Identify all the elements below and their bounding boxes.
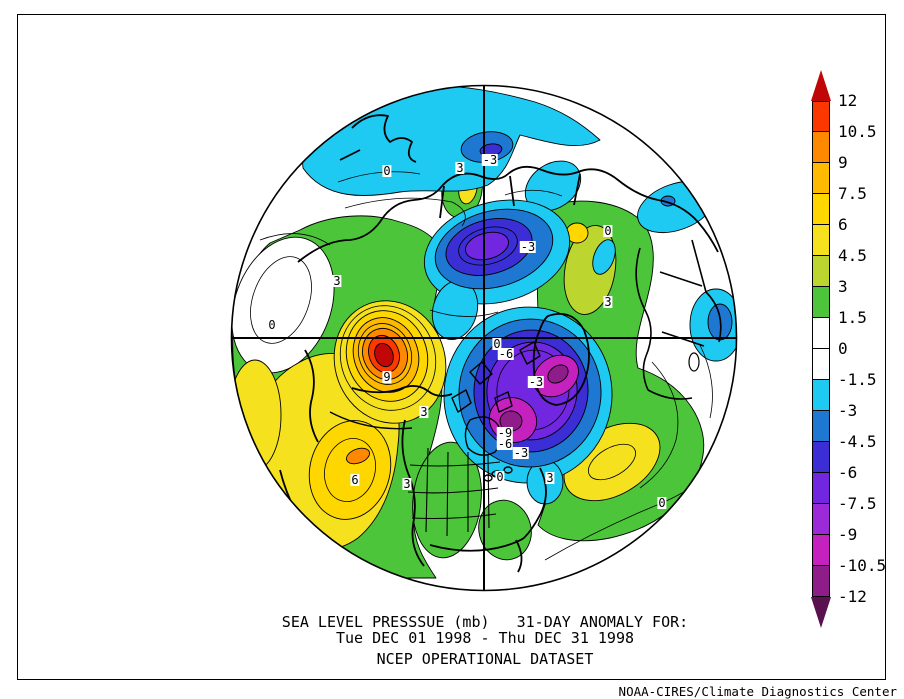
colorbar-arrow-down (811, 597, 831, 628)
contour-label: 0 (657, 496, 667, 510)
positive-bullseye-alaska (333, 300, 447, 424)
contour-label: 0 (492, 337, 502, 351)
contour-label: 0 (603, 224, 613, 238)
us-state-borders (407, 447, 501, 537)
colorbar-segment (812, 287, 830, 318)
colorbar-tick-label: -1.5 (838, 370, 877, 389)
colorbar-tick-label: 10.5 (838, 122, 877, 141)
contour-label: -3 (512, 446, 530, 460)
colorbar-segment (812, 504, 830, 535)
colorbar-segment (812, 318, 830, 349)
colorbar-segment (812, 349, 830, 380)
colorbar-tick-label: -6 (838, 463, 858, 482)
credit-text: NOAA-CIRES/Climate Diagnostics Center (618, 684, 897, 699)
contour-label: 0 (382, 164, 392, 178)
contour-label: -6 (496, 437, 514, 451)
colorbar-segment (812, 194, 830, 225)
plot-date-range: Tue DEC 01 1998 - Thu DEC 31 1998 (335, 629, 634, 647)
plot-title: SEA LEVEL PRESSSUE (mb) 31-DAY ANOMALY F… (281, 613, 689, 631)
contour-label: -9 (496, 426, 514, 440)
contour-label: 3 (603, 295, 613, 309)
plot-frame (17, 14, 886, 680)
colorbar-tick-label: 4.5 (838, 246, 867, 265)
colorbar-segment (812, 132, 830, 163)
colorbar-tick-label: -4.5 (838, 432, 877, 451)
colorbar-tick-label: 1.5 (838, 308, 867, 327)
colorbar-segment (812, 535, 830, 566)
contour-label: 3 (402, 477, 412, 491)
colorbar: 12 10.5 9 7.5 6 4.5 3 1.5 0 -1.5 -3 -4.5 -6 -7.5 -9 -10… (811, 70, 902, 630)
colorbar-tick-label: 0 (838, 339, 848, 358)
contour-label: 3 (545, 471, 555, 485)
colorbar-segment (812, 225, 830, 256)
colorbar-segment (812, 380, 830, 411)
colorbar-tick-label: -3 (838, 401, 858, 420)
contour-label: -6 (497, 347, 515, 361)
contour-label: 3 (419, 405, 429, 419)
contour-label: -3 (481, 153, 499, 167)
colorbar-tick-label: 6 (838, 215, 848, 234)
colorbar-tick-label: 7.5 (838, 184, 867, 203)
country-borders-eurasia (635, 239, 722, 400)
colorbar-tick-label: -10.5 (838, 556, 887, 575)
colorbar-tick-label: -7.5 (838, 494, 877, 513)
contour-label: -3 (527, 375, 545, 389)
contour-label: 6 (350, 473, 360, 487)
colorbar-tick-label: -12 (838, 587, 867, 606)
coastlines (279, 114, 719, 573)
colorbar-segment (812, 473, 830, 504)
plot-dataset-name: NCEP OPERATIONAL DATASET (376, 650, 594, 668)
negative-blob-canada (443, 306, 613, 505)
crosshair-lines (232, 86, 736, 590)
colorbar-tick-label: 9 (838, 153, 848, 172)
contour-label: 3 (332, 274, 342, 288)
colorbar-segment (812, 566, 830, 597)
contour-label: 0 (267, 318, 277, 332)
contour-label: 0 (495, 470, 505, 484)
colorbar-segment (812, 442, 830, 473)
colorbar-tick-label: 12 (838, 91, 858, 110)
negative-blob-polar (423, 199, 571, 340)
colorbar-arrow-up (811, 70, 831, 101)
contour-label: -3 (519, 240, 537, 254)
colorbar-tick-label: -9 (838, 525, 858, 544)
colorbar-tick-label: 3 (838, 277, 848, 296)
map-boundary-circle (230, 84, 738, 592)
contour-label: 3 (455, 161, 465, 175)
colorbar-segment (812, 411, 830, 442)
colorbar-segment (812, 256, 830, 287)
colorbar-segment (812, 101, 830, 132)
colorbar-segment (812, 163, 830, 194)
contour-label: 9 (382, 370, 392, 384)
